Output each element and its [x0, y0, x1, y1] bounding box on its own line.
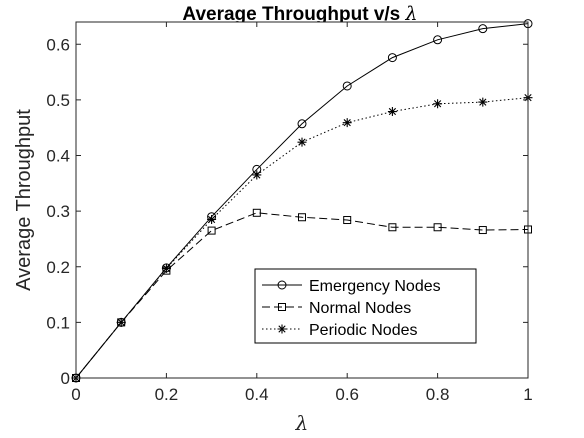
axes-box	[75, 21, 529, 379]
legend-marker	[277, 324, 287, 334]
data-point	[387, 107, 397, 117]
x-tick-label: 0.2	[155, 385, 179, 404]
x-tick-label: 0.6	[335, 385, 359, 404]
chart-title-text: Average Throughput v/s	[182, 4, 400, 25]
data-point	[252, 170, 262, 180]
legend-box	[254, 268, 477, 344]
legend-entry-2: Normal Nodes	[262, 300, 411, 317]
x-tick-label: 0	[71, 385, 80, 404]
series-line	[75, 97, 529, 379]
data-point	[297, 119, 307, 129]
legend-entry-1: Emergency Nodes	[262, 278, 441, 295]
data-point	[387, 53, 397, 63]
data-point	[207, 214, 217, 224]
data-point	[116, 317, 126, 327]
x-tick-label: 0.4	[245, 385, 269, 404]
data-point	[161, 263, 171, 273]
data-point	[252, 208, 261, 217]
x-axis-label: λ	[295, 411, 309, 435]
data-point	[478, 97, 488, 107]
data-point	[478, 226, 487, 235]
x-tick-label: 0.8	[426, 385, 450, 404]
legend-marker	[277, 280, 287, 290]
chart-title: Average Throughput v/s λ	[182, 3, 417, 25]
data-point	[297, 137, 307, 147]
data-point	[342, 81, 352, 91]
ticks-layer: 0 0.2 0.4 0.6 0.8 1 0 0.1 0.2 0.3 0.4 0.5 0.6	[46, 22, 533, 404]
legend-label: Normal Nodes	[309, 300, 411, 317]
chart-title-symbol: λ	[405, 3, 418, 25]
data-point	[478, 24, 488, 34]
series-line	[75, 23, 529, 379]
axes-layer	[75, 21, 529, 379]
data-point	[433, 223, 442, 232]
legend-label: Periodic Nodes	[309, 322, 418, 339]
y-tick-label: 0	[61, 369, 70, 388]
legend: Emergency Nodes Normal Nodes Periodic Node…	[254, 268, 477, 344]
data-point	[342, 118, 352, 128]
x-tick-label: 1	[523, 385, 532, 404]
y-tick-label: 0.6	[46, 35, 70, 54]
y-tick-label: 0.2	[46, 258, 70, 277]
data-point	[433, 99, 443, 109]
data-point	[207, 226, 216, 235]
y-tick-label: 0.1	[46, 313, 70, 332]
data-point	[433, 35, 443, 45]
legend-marker	[278, 303, 286, 311]
legend-entry-3: Periodic Nodes	[262, 322, 418, 339]
y-tick-label: 0.5	[46, 91, 70, 110]
y-axis-label: Average Throughput	[13, 109, 35, 291]
series-line	[75, 212, 529, 379]
legend-label: Emergency Nodes	[309, 278, 441, 295]
data-point	[388, 223, 397, 232]
y-tick-label: 0.3	[46, 202, 70, 221]
data-point	[343, 216, 352, 225]
y-tick-label: 0.4	[46, 147, 70, 166]
data-point	[298, 213, 306, 222]
